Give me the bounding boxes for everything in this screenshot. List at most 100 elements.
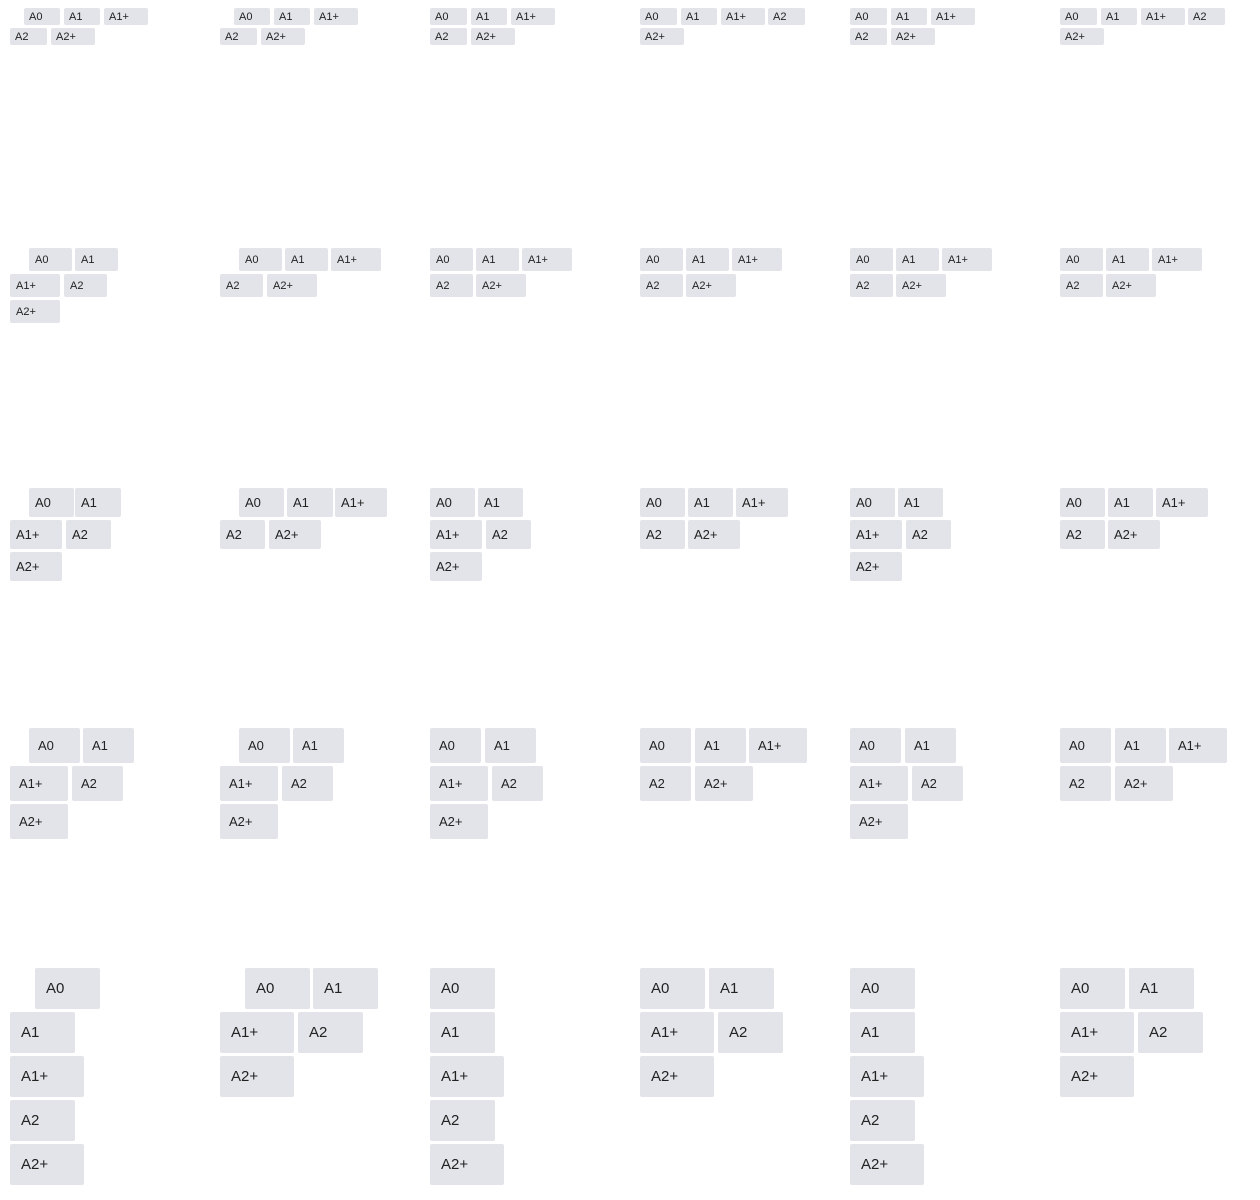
tag-chip[interactable]: A1 [896, 248, 939, 271]
tag-chip[interactable]: A0 [430, 248, 473, 271]
tag-chip[interactable]: A0 [1060, 248, 1103, 271]
tag-chip[interactable]: A2 [912, 766, 963, 801]
tag-chip[interactable]: A2+ [891, 28, 935, 45]
tag-chip[interactable]: A2 [298, 1012, 363, 1053]
tag-chip[interactable]: A2+ [640, 28, 684, 45]
tag-chip[interactable]: A0 [640, 488, 685, 517]
tag-chip[interactable]: A1+ [640, 1012, 714, 1053]
tag-chip[interactable]: A1+ [850, 1056, 924, 1097]
tag-chip[interactable]: A1 [430, 1012, 495, 1053]
tag-chip[interactable]: A1+ [104, 8, 148, 25]
tag-chip[interactable]: A1 [1106, 248, 1149, 271]
tag-chip[interactable]: A1+ [721, 8, 765, 25]
tag-chip[interactable]: A0 [430, 488, 475, 517]
tag-chip[interactable]: A2+ [850, 552, 902, 581]
tag-chip[interactable]: A2+ [850, 1144, 924, 1185]
tag-chip[interactable]: A0 [1060, 8, 1097, 25]
tag-chip[interactable]: A0 [850, 8, 887, 25]
tag-chip[interactable]: A2+ [1060, 28, 1104, 45]
tag-chip[interactable]: A2+ [10, 1144, 84, 1185]
tag-chip[interactable]: A2+ [640, 1056, 714, 1097]
tag-chip[interactable]: A2+ [267, 274, 317, 297]
tag-chip[interactable]: A1 [287, 488, 333, 517]
tag-chip[interactable]: A2 [1060, 766, 1111, 801]
tag-chip[interactable]: A1 [709, 968, 774, 1009]
tag-chip[interactable]: A1+ [1060, 1012, 1134, 1053]
tag-chip[interactable]: A2+ [269, 520, 321, 549]
tag-chip[interactable]: A1 [478, 488, 523, 517]
tag-chip[interactable]: A1+ [749, 728, 807, 763]
tag-chip[interactable]: A0 [640, 728, 691, 763]
tag-chip[interactable]: A0 [24, 8, 60, 25]
tag-chip[interactable]: A0 [29, 488, 74, 517]
tag-chip[interactable]: A1 [285, 248, 328, 271]
tag-chip[interactable]: A1+ [10, 766, 68, 801]
tag-chip[interactable]: A1+ [1156, 488, 1208, 517]
tag-chip[interactable]: A2 [850, 28, 887, 45]
tag-chip[interactable]: A2+ [10, 804, 68, 839]
tag-chip[interactable]: A2+ [430, 804, 488, 839]
tag-chip[interactable]: A2 [492, 766, 543, 801]
tag-chip[interactable]: A2+ [10, 552, 62, 581]
tag-chip[interactable]: A0 [29, 248, 72, 271]
tag-chip[interactable]: A2 [282, 766, 333, 801]
tag-chip[interactable]: A1 [274, 8, 310, 25]
tag-chip[interactable]: A2 [640, 274, 683, 297]
tag-chip[interactable]: A2+ [1106, 274, 1156, 297]
tag-chip[interactable]: A1 [681, 8, 717, 25]
tag-chip[interactable]: A1 [891, 8, 927, 25]
tag-chip[interactable]: A0 [245, 968, 310, 1009]
tag-chip[interactable]: A1+ [732, 248, 782, 271]
tag-chip[interactable]: A1 [485, 728, 536, 763]
tag-chip[interactable]: A2+ [220, 1056, 294, 1097]
tag-chip[interactable]: A1 [75, 248, 118, 271]
tag-chip[interactable]: A1 [75, 488, 121, 517]
tag-chip[interactable]: A2+ [10, 300, 60, 323]
tag-chip[interactable]: A0 [35, 968, 100, 1009]
tag-chip[interactable]: A2 [1060, 520, 1105, 549]
tag-chip[interactable]: A1 [313, 968, 378, 1009]
tag-chip[interactable]: A1+ [942, 248, 992, 271]
tag-chip[interactable]: A1+ [736, 488, 788, 517]
tag-chip[interactable]: A1 [471, 8, 507, 25]
tag-chip[interactable]: A2 [430, 1100, 495, 1141]
tag-chip[interactable]: A2 [850, 274, 893, 297]
tag-chip[interactable]: A2+ [430, 1144, 504, 1185]
tag-chip[interactable]: A2 [486, 520, 531, 549]
tag-chip[interactable]: A1+ [1141, 8, 1185, 25]
tag-chip[interactable]: A1+ [10, 1056, 84, 1097]
tag-chip[interactable]: A2 [850, 1100, 915, 1141]
tag-chip[interactable]: A2 [1138, 1012, 1203, 1053]
tag-chip[interactable]: A0 [430, 8, 467, 25]
tag-chip[interactable]: A0 [430, 728, 481, 763]
tag-chip[interactable]: A1+ [331, 248, 381, 271]
tag-chip[interactable]: A2+ [850, 804, 908, 839]
tag-chip[interactable]: A1+ [335, 488, 387, 517]
tag-chip[interactable]: A1 [83, 728, 134, 763]
tag-chip[interactable]: A2+ [261, 28, 305, 45]
tag-chip[interactable]: A1 [898, 488, 943, 517]
tag-chip[interactable]: A2+ [1108, 520, 1160, 549]
tag-chip[interactable]: A0 [640, 8, 677, 25]
tag-chip[interactable]: A0 [850, 968, 915, 1009]
tag-chip[interactable]: A1+ [10, 274, 60, 297]
tag-chip[interactable]: A1 [1101, 8, 1137, 25]
tag-chip[interactable]: A1+ [314, 8, 358, 25]
tag-chip[interactable]: A2 [640, 766, 691, 801]
tag-chip[interactable]: A0 [239, 248, 282, 271]
tag-chip[interactable]: A2 [220, 520, 265, 549]
tag-chip[interactable]: A1+ [1169, 728, 1227, 763]
tag-chip[interactable]: A0 [640, 248, 683, 271]
tag-chip[interactable]: A1 [10, 1012, 75, 1053]
tag-chip[interactable]: A1+ [430, 766, 488, 801]
tag-chip[interactable]: A2+ [896, 274, 946, 297]
tag-chip[interactable]: A2 [718, 1012, 783, 1053]
tag-chip[interactable]: A1 [695, 728, 746, 763]
tag-chip[interactable]: A0 [1060, 488, 1105, 517]
tag-chip[interactable]: A1 [1115, 728, 1166, 763]
tag-chip[interactable]: A0 [1060, 968, 1125, 1009]
tag-chip[interactable]: A2+ [695, 766, 753, 801]
tag-chip[interactable]: A2+ [686, 274, 736, 297]
tag-chip[interactable]: A2+ [220, 804, 278, 839]
tag-chip[interactable]: A0 [239, 488, 284, 517]
